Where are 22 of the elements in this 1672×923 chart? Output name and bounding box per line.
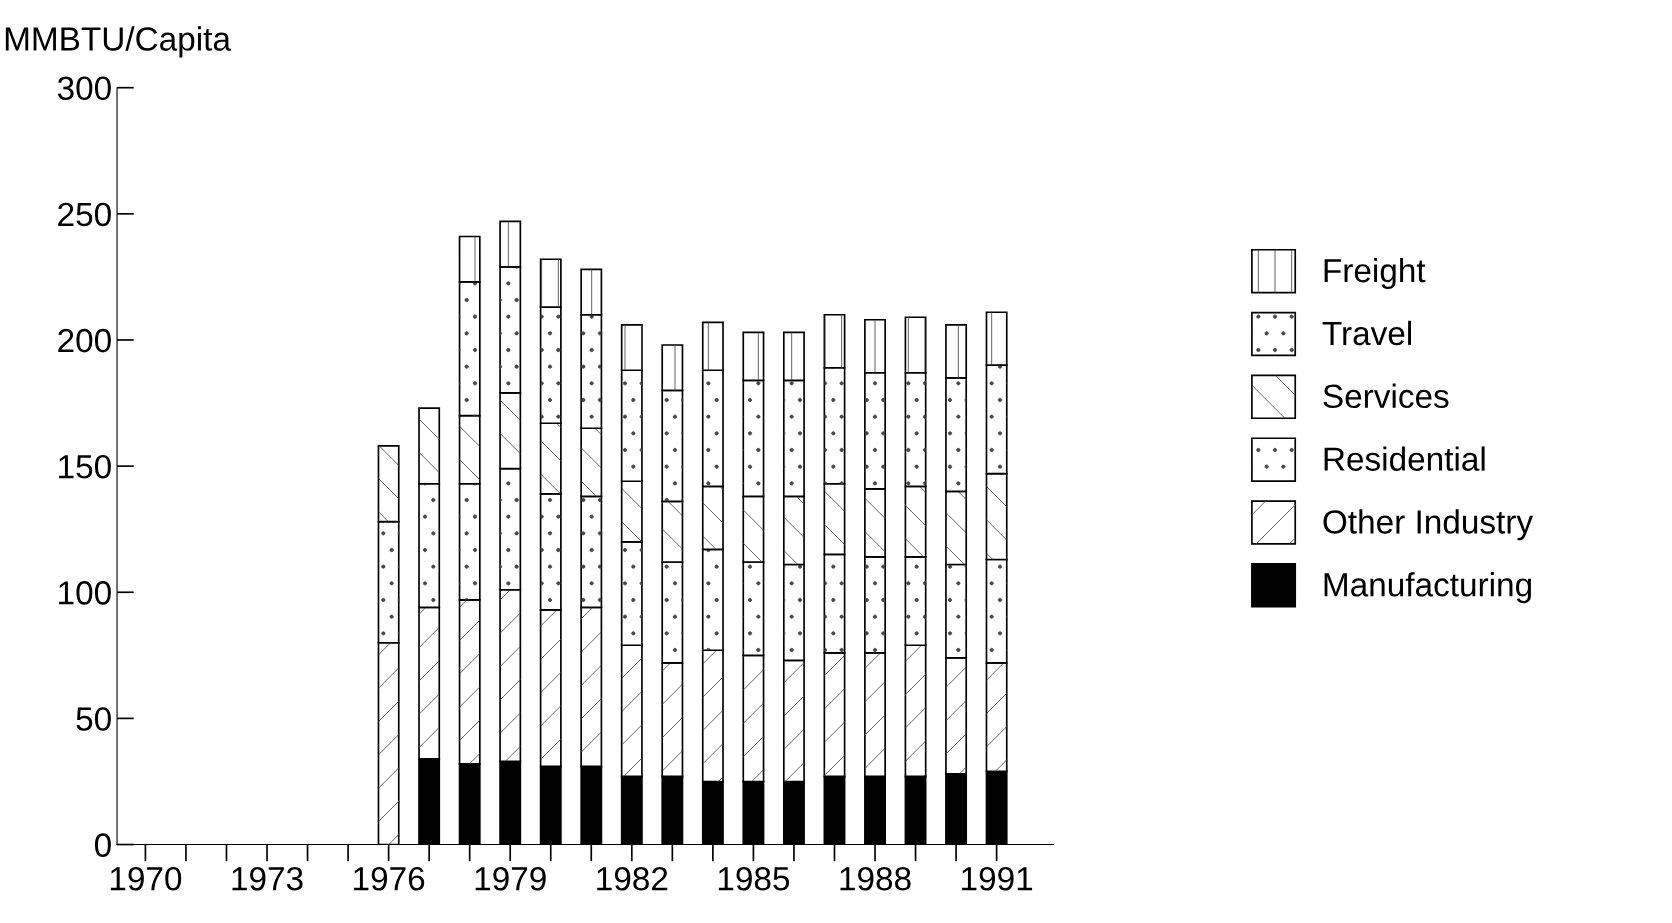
legend-label: Freight: [1324, 257, 1426, 290]
legend-label: Other Industry: [1323, 509, 1534, 541]
y-tick-label: 0: [94, 833, 111, 857]
y-tick-label: 250: [58, 202, 111, 227]
legend-label: Travel: [1322, 320, 1412, 346]
x-tick-label: 1970: [110, 866, 182, 891]
x-tick-label: 1985: [718, 866, 790, 891]
y-tick-label: 50: [76, 707, 111, 731]
legend-label: Services: [1323, 383, 1449, 409]
x-tick-label: 1979: [475, 866, 546, 891]
x-tick-label: 1991: [962, 866, 1033, 891]
y-tick-label: 300: [57, 76, 111, 101]
y-axis-title: MMBTU/Capita: [5, 26, 231, 58]
legend-label: Manufacturing: [1324, 572, 1531, 604]
legend-label: Residential: [1324, 446, 1485, 471]
x-tick-label: 1976: [354, 866, 425, 891]
x-tick-label: 1988: [840, 866, 911, 891]
x-tick-label: 1982: [597, 866, 668, 891]
y-tick-label: 150: [59, 454, 111, 479]
x-tick-label: 1973: [232, 866, 303, 891]
y-tick-label: 200: [58, 328, 111, 353]
y-tick-label: 100: [59, 581, 111, 605]
